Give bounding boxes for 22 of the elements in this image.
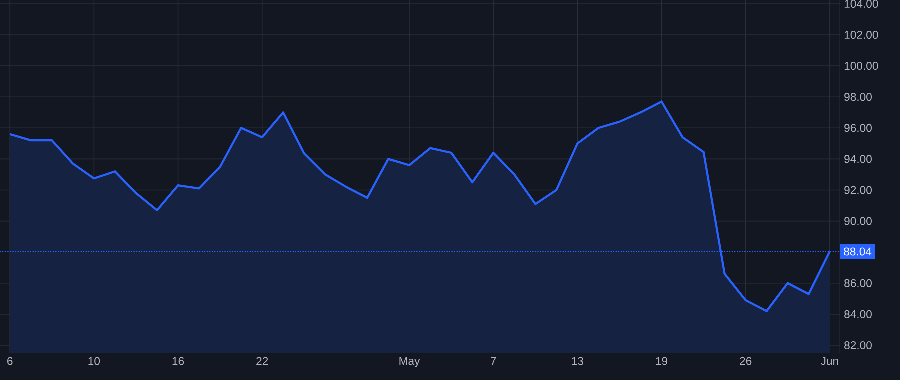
y-tick-label: 94.00 [844, 155, 872, 164]
x-tick-label: 10 [88, 357, 100, 366]
x-tick-label: 13 [572, 357, 584, 366]
y-tick-label: 102.00 [844, 31, 878, 40]
y-tick-label: 86.00 [844, 279, 872, 288]
y-tick-label: 100.00 [844, 62, 878, 70]
x-tick-label: 26 [740, 357, 752, 366]
x-tick-label: Jun [820, 357, 838, 366]
y-tick-label: 92.00 [844, 186, 872, 194]
y-tick-label: 104.00 [844, 0, 878, 8]
ref-line-label: 88.04 [844, 248, 872, 256]
y-tick-label: 98.00 [844, 93, 872, 102]
x-tick-label: 16 [172, 357, 184, 366]
y-tick-label: 96.00 [844, 124, 872, 132]
x-tick-label: 6 [8, 357, 13, 366]
x-tick-label: May [400, 357, 420, 368]
x-tick-label: 7 [491, 357, 496, 366]
y-tick-label: 90.00 [844, 217, 872, 226]
y-tick-label: 84.00 [844, 310, 872, 318]
y-tick-label: 82.00 [844, 341, 872, 350]
x-tick-label: 19 [656, 357, 668, 366]
x-tick-label: 22 [256, 357, 268, 366]
